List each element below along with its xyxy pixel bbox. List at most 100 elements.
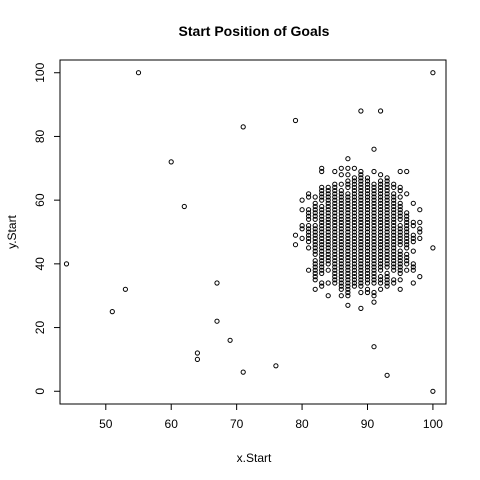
data-point [319,168,325,175]
data-point [338,207,344,213]
data-point [391,219,397,225]
data-point [371,245,377,251]
data-point [325,267,331,273]
data-point [391,226,397,232]
data-point [364,286,371,292]
data-point [371,289,377,296]
data-point [319,283,325,289]
data-point [378,197,384,203]
data-point [351,203,357,210]
data-point [345,286,351,292]
data-point [364,223,371,229]
data-point [371,280,377,286]
data-point [338,248,344,254]
x-tick-label: 50 [99,417,113,431]
data-point [345,280,351,286]
data-point [325,200,331,206]
data-point [397,210,403,216]
data-point [397,223,403,229]
data-point [364,239,371,245]
data-point [378,200,384,206]
data-point [306,207,312,213]
data-point [345,172,351,178]
data-point [345,219,351,225]
data-point [345,267,351,273]
data-point [384,251,390,257]
data-point [109,309,115,315]
data-point [364,267,371,273]
data-point [319,280,325,286]
data-point [338,270,344,276]
x-tick-label: 80 [295,417,309,431]
data-point [371,242,377,248]
data-point [345,245,351,251]
data-point [391,261,397,267]
data-point [194,350,200,356]
data-point [345,270,351,276]
data-point [338,203,344,210]
data-point [351,261,357,267]
data-point [312,194,318,200]
data-point [364,242,371,248]
data-point [312,270,318,276]
data-point [338,267,344,273]
data-point [358,258,364,264]
data-point [319,226,325,232]
data-point [345,197,351,203]
data-point [378,229,384,235]
data-point [378,254,384,261]
data-point [312,261,318,267]
data-point [410,264,416,270]
data-point [391,216,397,222]
data-point [306,194,312,200]
data-point [332,168,338,175]
data-point [410,235,416,241]
data-point [319,191,325,197]
data-point [292,117,299,124]
data-point [345,239,351,245]
data-point [397,270,403,276]
data-point [332,203,338,210]
chart-title: Start Position of Goals [179,23,330,39]
data-point [404,245,410,251]
data-point [345,229,351,235]
data-point [319,197,325,203]
data-point [371,229,377,235]
data-point [63,261,70,267]
data-point [332,207,338,213]
data-point [345,226,351,232]
data-point [358,213,364,219]
data-point [325,229,331,235]
data-point [319,216,325,222]
data-point [371,200,377,206]
data-point [404,267,410,273]
data-point [325,184,331,190]
data-point [397,207,403,213]
data-point [306,232,312,238]
data-point [384,258,390,264]
data-point [378,235,384,241]
data-point [404,254,410,261]
data-point [332,181,338,187]
data-point [358,289,364,296]
data-point [384,223,390,229]
data-point [391,235,397,241]
data-point [332,210,338,216]
data-point [306,267,312,273]
data-point [417,207,423,213]
data-point [351,223,357,229]
data-point [404,242,410,248]
data-point [404,226,410,232]
data-point [404,168,410,175]
data-point [194,356,200,362]
y-tick-label: 40 [33,257,47,271]
data-point [378,178,384,184]
data-point [397,203,403,210]
data-point [364,270,371,276]
data-point [306,210,312,216]
data-point [384,229,390,235]
data-point [351,267,357,273]
data-point [364,178,371,184]
data-point [332,261,338,267]
data-point [345,207,351,213]
